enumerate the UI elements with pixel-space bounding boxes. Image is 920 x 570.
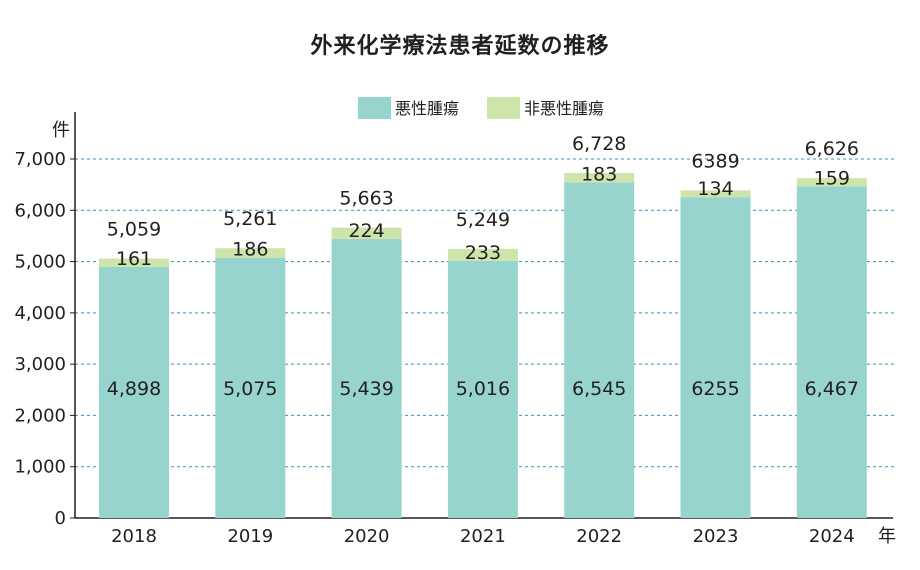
data-label-malignant: 6255 [691,378,739,400]
x-tick-label: 2018 [111,526,157,547]
y-tick-label: 2,000 [14,405,66,426]
bar-nonmalignant-2019 [215,248,286,258]
x-tick-label: 2019 [227,526,273,547]
y-tick-label: 7,000 [14,149,66,170]
bar-malignant-2024 [796,186,867,519]
bar-malignant-2018 [99,266,169,518]
data-label-total: 6,728 [572,133,626,155]
bar-nonmalignant-2018 [99,258,169,267]
y-tick-label: 6,000 [14,200,66,221]
data-label-nonmalignant: 224 [348,220,384,242]
x-tick-label: 2023 [693,526,739,547]
data-label-total: 6,626 [805,138,859,160]
legend-swatch-malignant [358,97,391,119]
data-label-malignant: 5,439 [339,378,393,400]
bar-malignant-2022 [564,182,635,518]
data-label-malignant: 5,016 [456,378,510,400]
data-label-total: 5,249 [456,209,510,231]
y-axis-label: 件 [52,120,70,141]
data-label-nonmalignant: 186 [232,239,268,261]
data-label-nonmalignant: 161 [116,248,152,270]
bar-nonmalignant-2022 [564,172,635,183]
data-label-total: 5,663 [339,188,393,210]
data-label-total: 6389 [691,150,739,172]
data-label-malignant: 4,898 [107,378,161,400]
data-label-total: 5,059 [107,219,161,241]
data-label-malignant: 6,467 [805,378,859,400]
legend-swatch-nonmalignant [487,97,520,119]
legend-label-nonmalignant: 非悪性腫瘍 [524,99,604,118]
bar-nonmalignant-2021 [447,248,518,261]
x-tick-label: 2024 [809,526,855,547]
y-tick-label: 4,000 [14,303,66,324]
y-tick-label: 0 [55,508,66,529]
data-label-malignant: 5,075 [223,378,277,400]
x-axis-label: 年 [878,526,896,547]
x-tick-label: 2021 [460,526,506,547]
data-label-malignant: 6,545 [572,378,626,400]
data-label-total: 5,261 [223,208,277,230]
x-tick-label: 2022 [576,526,622,547]
bar-malignant-2020 [331,239,402,518]
chart-title: 外来化学療法患者延数の推移 [310,34,610,59]
y-tick-label: 5,000 [14,252,66,273]
data-label-nonmalignant: 183 [581,163,617,185]
legend-label-malignant: 悪性腫瘍 [395,99,459,118]
x-tick-label: 2020 [344,526,390,547]
data-label-nonmalignant: 134 [697,178,733,200]
data-label-nonmalignant: 159 [814,167,850,189]
bar-malignant-2021 [447,260,518,518]
bar-nonmalignant-2020 [331,227,402,240]
data-label-nonmalignant: 233 [465,242,501,264]
bar-malignant-2023 [680,197,751,518]
bar-malignant-2019 [215,257,286,518]
y-tick-label: 3,000 [14,354,66,375]
bar-nonmalignant-2023 [680,190,751,198]
bar-nonmalignant-2024 [796,178,867,187]
y-tick-label: 1,000 [14,457,66,478]
